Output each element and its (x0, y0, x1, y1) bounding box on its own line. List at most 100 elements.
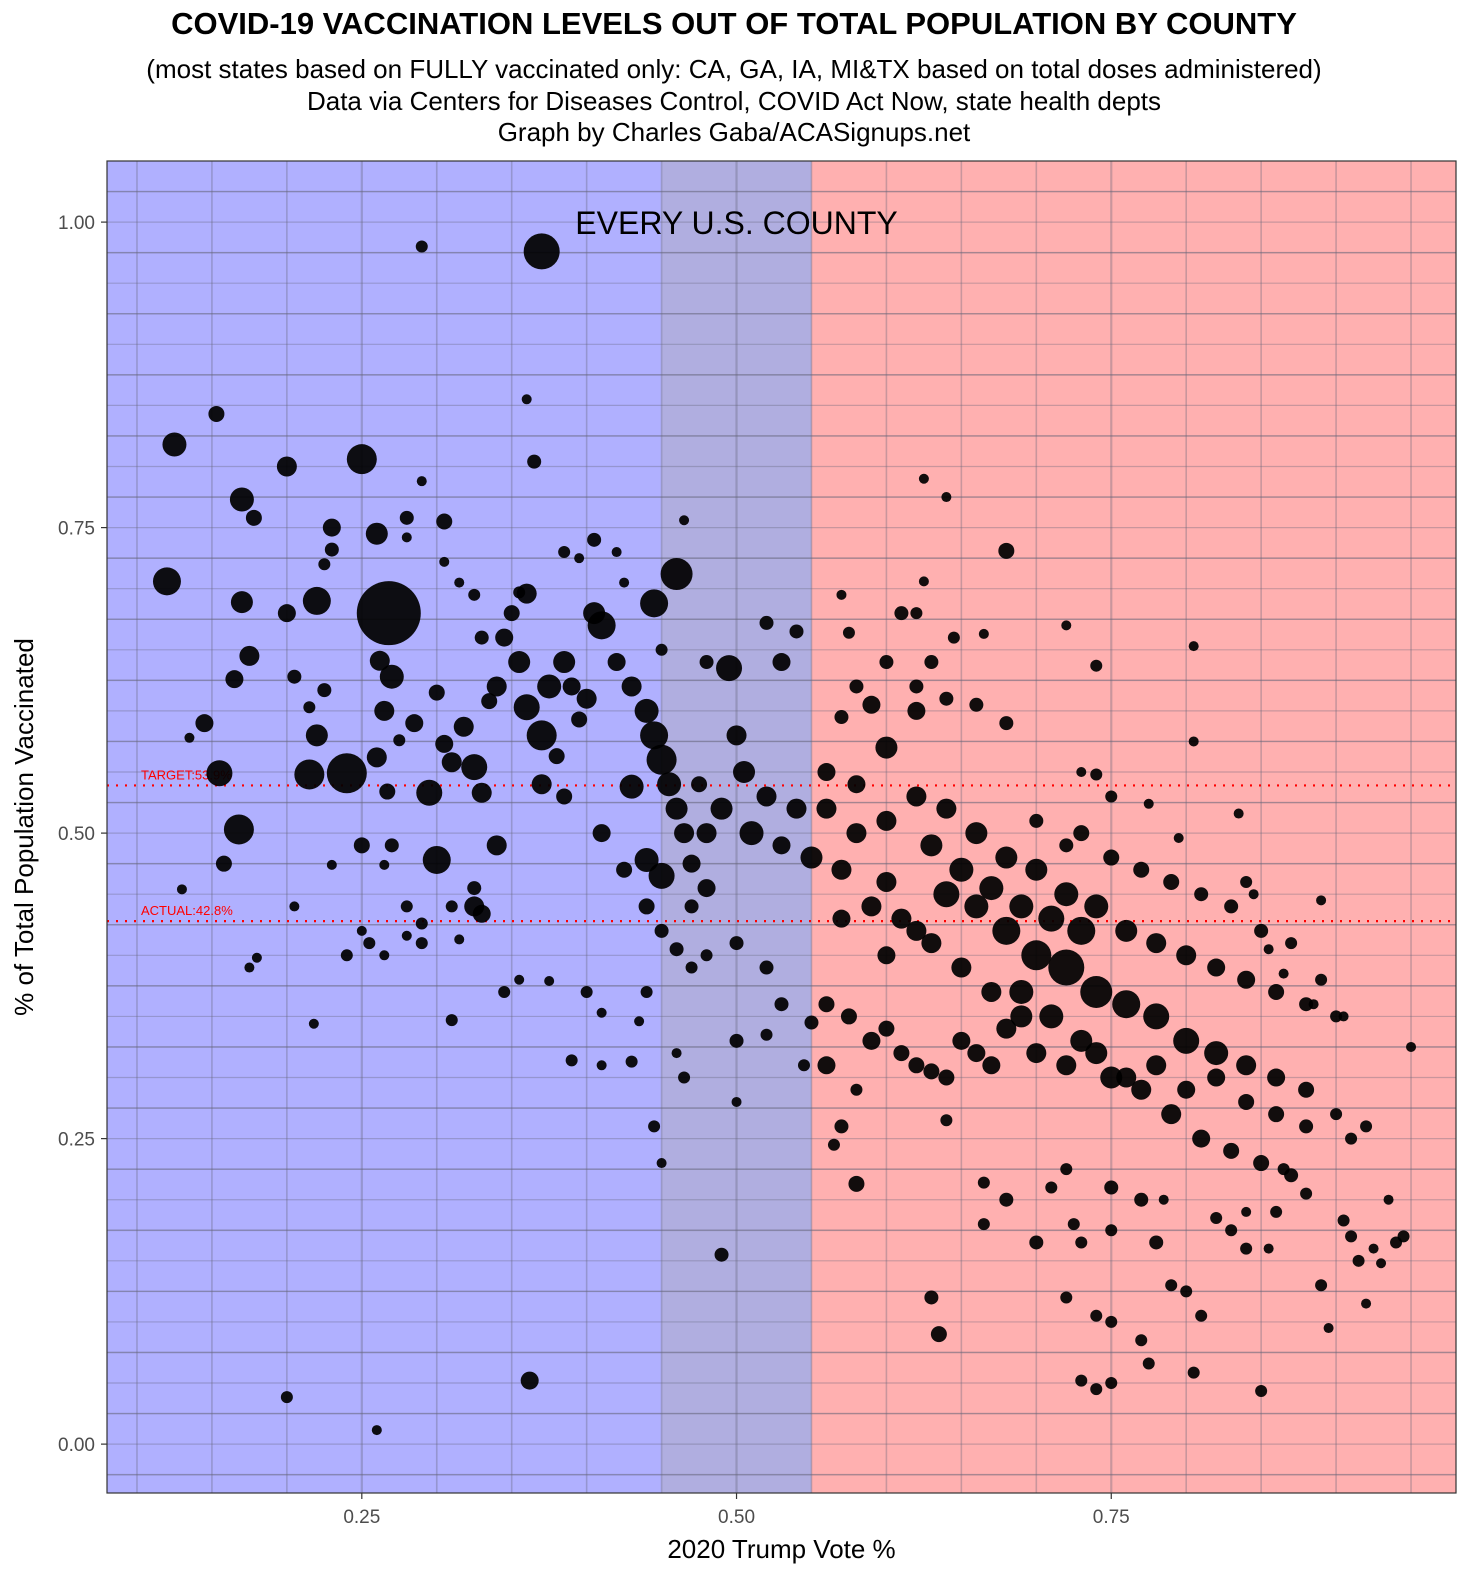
county-point (817, 1056, 836, 1075)
county-point (1397, 1230, 1410, 1243)
county-point (834, 1119, 849, 1134)
county-point (877, 946, 896, 965)
county-point (1021, 940, 1052, 971)
county-point (229, 487, 254, 512)
county-point (379, 950, 390, 961)
county-point (1103, 849, 1120, 866)
county-point (714, 1247, 729, 1262)
county-point (215, 855, 232, 872)
county-point (638, 898, 655, 915)
county-point (671, 1048, 682, 1059)
county-point (1316, 895, 1327, 906)
county-point (379, 783, 396, 800)
county-point (949, 857, 974, 882)
county-point (1240, 875, 1253, 888)
county-point (562, 677, 581, 696)
chart-subtitle-line-1: (most states based on FULLY vaccinated o… (146, 54, 1322, 84)
county-point (1070, 1029, 1093, 1052)
county-point (1161, 1104, 1182, 1125)
county-point (648, 1120, 661, 1133)
y-tick-label: 0.50 (58, 824, 95, 845)
county-point (1352, 1254, 1365, 1267)
county-point (401, 532, 412, 543)
x-tick-label: 0.50 (718, 1507, 755, 1528)
county-point (862, 695, 881, 714)
county-point (453, 716, 474, 737)
county-point (625, 1055, 638, 1068)
chart-subtitle-line-3: Graph by Charles Gaba/ACASignups.net (497, 117, 971, 147)
county-point (1131, 1079, 1152, 1100)
county-point (486, 835, 507, 856)
county-point (230, 591, 253, 614)
county-point (1143, 798, 1154, 809)
county-point (439, 556, 450, 567)
county-point (428, 684, 445, 701)
county-point (679, 515, 690, 526)
chart-annotation: EVERY U.S. COUNTY (575, 205, 897, 241)
county-point (1330, 1108, 1343, 1121)
chart-title: COVID-19 VACCINATION LEVELS OUT OF TOTAL… (171, 6, 1297, 41)
county-point (1248, 889, 1259, 900)
county-point (619, 774, 644, 799)
y-axis-title: % of Total Population Vaccinated (9, 638, 39, 1016)
county-point (520, 1371, 539, 1390)
county-point (930, 1326, 947, 1343)
county-point (245, 509, 262, 526)
county-point (907, 701, 926, 720)
county-point (964, 894, 989, 919)
county-point (596, 1007, 607, 1018)
county-point (1075, 1374, 1088, 1387)
county-point (1238, 1093, 1255, 1110)
county-point (422, 845, 451, 874)
county-point (467, 881, 482, 896)
county-point (827, 1138, 840, 1151)
county-point (977, 1176, 990, 1189)
county-point (346, 444, 377, 475)
county-point (634, 1016, 645, 1027)
county-point (846, 823, 867, 844)
county-point (1268, 983, 1285, 1000)
county-point (393, 734, 406, 747)
county-point (1133, 861, 1150, 878)
county-point (574, 553, 585, 564)
county-point (294, 759, 325, 790)
county-point (648, 862, 675, 889)
county-point (553, 651, 576, 674)
county-point (498, 985, 511, 998)
county-point (416, 779, 443, 806)
county-point (969, 697, 984, 712)
county-point (665, 797, 688, 820)
county-point (415, 240, 428, 253)
county-point (1277, 1163, 1290, 1176)
county-point (356, 581, 421, 646)
county-point (454, 934, 465, 945)
county-point (521, 394, 532, 405)
county-point (401, 930, 412, 941)
county-point (848, 1175, 865, 1192)
county-point (1345, 1230, 1358, 1243)
county-point (544, 975, 555, 986)
annotations: EVERY U.S. COUNTY (575, 205, 897, 241)
county-point (558, 546, 571, 559)
data-points (152, 233, 1417, 1436)
y-tick-label: 0.75 (58, 519, 95, 540)
county-point (486, 676, 507, 697)
county-point (654, 923, 669, 938)
county-point (862, 1031, 881, 1050)
county-point (1149, 1235, 1164, 1250)
county-point (660, 558, 693, 591)
county-point (1090, 1309, 1103, 1322)
county-point (804, 1015, 819, 1030)
county-point (800, 846, 823, 869)
county-point (952, 1031, 971, 1050)
county-point (363, 937, 376, 950)
county-point (415, 917, 428, 930)
county-point (967, 1044, 986, 1063)
county-point (303, 701, 316, 714)
county-point (981, 981, 1002, 1002)
county-point (1323, 1323, 1334, 1334)
county-point (1263, 944, 1274, 955)
county-point (1080, 975, 1113, 1008)
y-tick-label: 0.00 (58, 1435, 95, 1456)
county-point (324, 542, 339, 557)
